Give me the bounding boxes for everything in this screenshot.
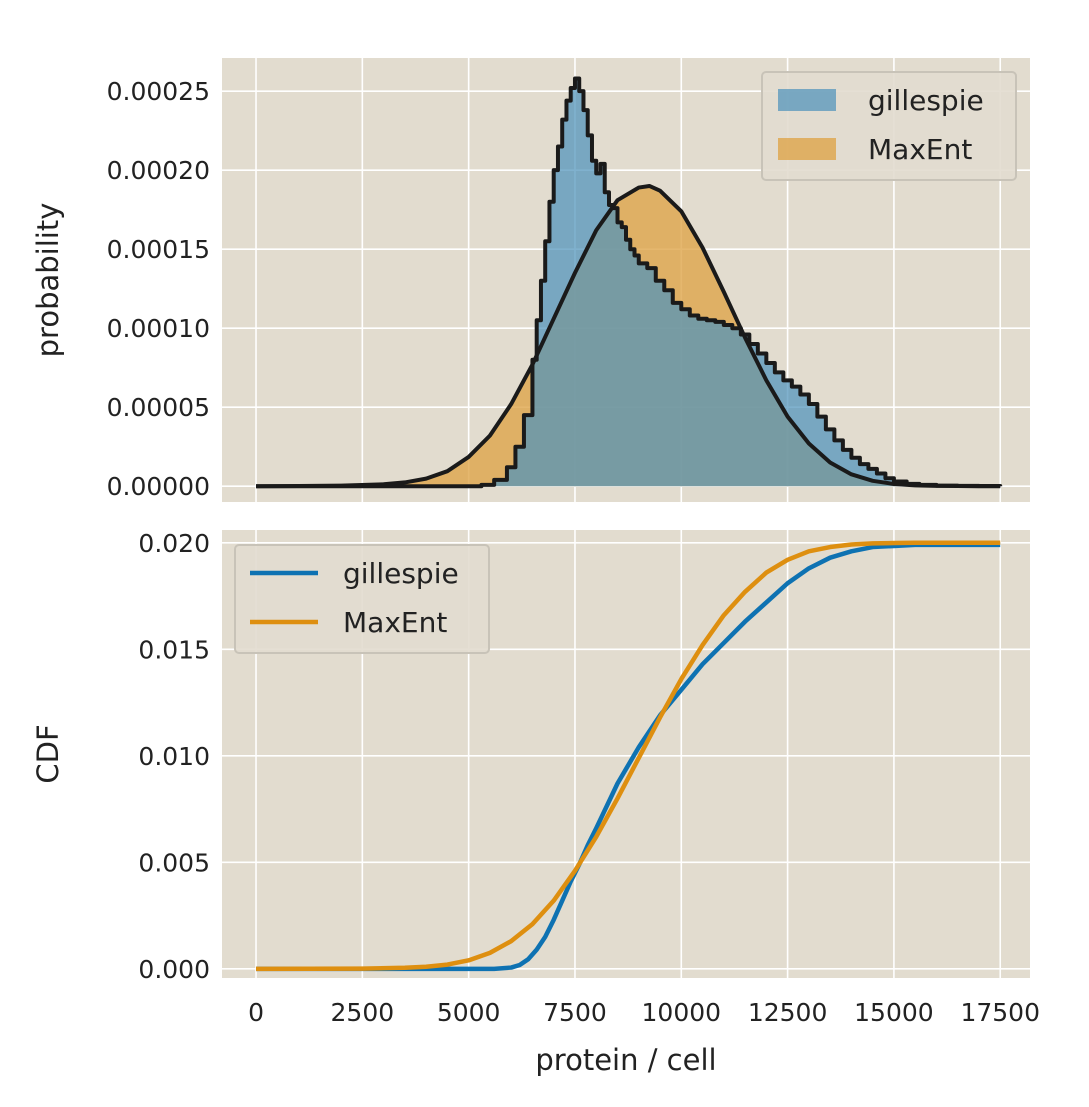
maxent-outline	[256, 183, 1001, 489]
x-tick-label: 5000	[437, 998, 501, 1027]
legend-label-gillespie: gillespie	[868, 84, 984, 117]
y-tick-label: 0.015	[138, 635, 210, 664]
gillespie-area	[256, 78, 1001, 487]
legend-swatch-maxent	[778, 138, 836, 160]
maxent-cdf-line	[256, 540, 1001, 972]
y-tick-label: 0.010	[138, 742, 210, 771]
x-tick-label: 12500	[748, 998, 828, 1027]
bottom-panel-cdf: 0.000 0.005 0.010 0.015 0.020 CDF 0 2500 5000 750…	[31, 529, 1040, 1077]
y-tick-label: 0.020	[138, 529, 210, 558]
legend-label-maxent: MaxEnt	[343, 606, 447, 639]
legend: gillespie MaxEnt	[761, 71, 1017, 181]
legend-label-gillespie: gillespie	[343, 557, 459, 590]
y-tick-label: 0.00005	[107, 393, 210, 422]
x-tick-label: 2500	[331, 998, 395, 1027]
legend-label-maxent: MaxEnt	[868, 133, 972, 166]
y-tick-label: 0.000	[138, 955, 210, 984]
y-tick-label: 0.00025	[107, 77, 210, 106]
gillespie-cdf-line	[256, 542, 1001, 972]
x-tick-label: 7500	[543, 998, 607, 1027]
top-panel-probability: 0.00000 0.00005 0.00010 0.00015 0.00020 0.000…	[31, 58, 1030, 502]
legend-swatch-gillespie	[778, 89, 836, 111]
gillespie-outline	[256, 76, 1003, 489]
y-tick-label: 0.00010	[107, 314, 210, 343]
x-tick-label: 0	[248, 998, 264, 1027]
y-tick-label: 0.00015	[107, 235, 210, 264]
y-tick-label: 0.00000	[107, 472, 210, 501]
x-tick-label: 17500	[960, 998, 1040, 1027]
x-axis-label: protein / cell	[535, 1043, 716, 1077]
y-axis-label: CDF	[31, 724, 65, 783]
x-tick-label: 10000	[642, 998, 722, 1027]
x-tick-label: 15000	[854, 998, 934, 1027]
y-tick-label: 0.005	[138, 848, 210, 877]
y-axis-label: probability	[31, 203, 65, 358]
legend: gillespie MaxEnt	[234, 544, 490, 654]
y-tick-label: 0.00020	[107, 156, 210, 185]
